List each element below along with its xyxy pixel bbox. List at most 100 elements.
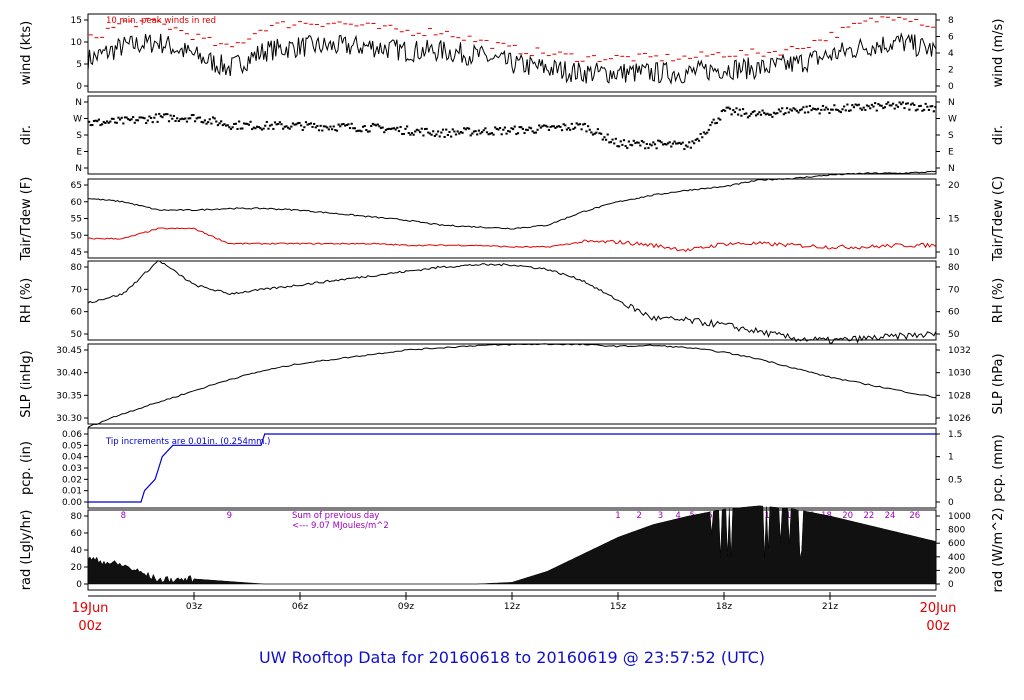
- direction-point: [549, 125, 552, 128]
- direction-point: [327, 128, 330, 131]
- direction-point: [799, 109, 802, 112]
- direction-point: [639, 144, 642, 147]
- direction-point: [221, 124, 224, 127]
- direction-point: [293, 123, 296, 126]
- direction-point: [888, 104, 891, 107]
- direction-point: [438, 135, 441, 138]
- direction-point: [440, 131, 443, 134]
- direction-point: [211, 116, 215, 119]
- right-tick-label: 400: [948, 553, 965, 563]
- direction-point: [856, 104, 859, 107]
- time-tick-label: 12z: [504, 602, 520, 612]
- hour-label: 8: [121, 511, 126, 521]
- direction-point: [671, 142, 675, 145]
- direction-point: [149, 116, 153, 119]
- direction-point: [231, 126, 234, 129]
- direction-point: [135, 119, 138, 122]
- right-tick-label: 1030: [948, 369, 971, 379]
- direction-point: [846, 103, 849, 106]
- direction-point: [921, 109, 924, 112]
- direction-point: [228, 126, 231, 129]
- direction-point: [300, 124, 303, 127]
- direction-point: [648, 143, 652, 146]
- direction-point: [275, 123, 278, 126]
- direction-point: [143, 117, 146, 120]
- direction-point: [642, 141, 645, 144]
- right-tick-label: 200: [948, 566, 965, 576]
- direction-point: [616, 145, 619, 148]
- direction-point: [870, 103, 873, 106]
- direction-point: [777, 108, 781, 111]
- direction-point: [869, 107, 872, 110]
- direction-point: [883, 106, 887, 109]
- direction-point: [697, 139, 701, 142]
- left-tick-label: E: [76, 148, 82, 158]
- right-tick-label: 8: [948, 16, 954, 26]
- direction-point: [573, 126, 577, 129]
- direction-point: [99, 124, 102, 127]
- right-tick-label: 1: [948, 453, 954, 463]
- right-tick-label: W: [948, 115, 957, 125]
- direction-point: [283, 125, 286, 128]
- direction-point: [538, 124, 541, 127]
- direction-point: [347, 123, 350, 126]
- direction-point: [180, 117, 184, 120]
- direction-point: [772, 111, 776, 114]
- direction-point: [619, 140, 622, 143]
- direction-point: [101, 123, 104, 126]
- direction-point: [159, 115, 162, 118]
- direction-point: [195, 117, 198, 120]
- direction-point: [296, 122, 299, 125]
- direction-point: [787, 111, 790, 114]
- right-axis-label: wind (m/s): [991, 19, 1006, 88]
- direction-point: [805, 105, 808, 108]
- direction-point: [789, 108, 792, 111]
- direction-point: [826, 108, 829, 111]
- direction-point: [420, 127, 423, 130]
- direction-point: [629, 143, 632, 146]
- direction-point: [748, 114, 751, 117]
- direction-point: [246, 122, 249, 125]
- direction-point: [578, 123, 582, 126]
- direction-point: [172, 114, 175, 117]
- direction-point: [316, 124, 319, 127]
- direction-point: [136, 119, 140, 122]
- start-date: 19Jun: [72, 601, 109, 616]
- direction-point: [844, 109, 847, 112]
- time-tick-label: 03z: [186, 602, 202, 612]
- direction-point: [914, 109, 917, 112]
- right-tick-label: 1028: [948, 391, 971, 401]
- right-tick-label: 1026: [948, 414, 971, 424]
- direction-point: [361, 125, 365, 128]
- direction-point: [882, 107, 885, 110]
- direction-point: [233, 123, 236, 126]
- left-tick-label: 0: [76, 82, 82, 92]
- left-tick-label: 0.06: [62, 430, 82, 440]
- direction-point: [360, 130, 363, 133]
- direction-point: [448, 130, 451, 133]
- direction-point: [701, 136, 704, 139]
- direction-point: [670, 145, 673, 148]
- right-axis-label: Tair/Tdew (C): [991, 176, 1006, 262]
- panel-frame-dir: [87, 95, 937, 175]
- direction-point: [391, 127, 394, 130]
- direction-point: [901, 101, 904, 104]
- left-axis-label: rad (Lgly/hr): [19, 510, 34, 591]
- rad-annotation: <--- 9.07 MJoules/m^2: [292, 521, 389, 531]
- direction-point: [507, 129, 510, 132]
- direction-point: [750, 112, 753, 115]
- direction-point: [614, 137, 617, 140]
- direction-point: [572, 127, 575, 130]
- direction-point: [280, 123, 283, 126]
- direction-point: [624, 145, 627, 148]
- direction-point: [394, 128, 397, 131]
- direction-point: [684, 144, 688, 147]
- left-axis-label: dir.: [19, 125, 34, 145]
- right-tick-label: 0: [948, 82, 954, 92]
- left-tick-label: 55: [71, 215, 82, 225]
- direction-point: [459, 131, 463, 134]
- direction-point: [417, 129, 420, 132]
- direction-point: [666, 142, 670, 145]
- direction-point: [635, 141, 639, 144]
- direction-point: [169, 114, 172, 117]
